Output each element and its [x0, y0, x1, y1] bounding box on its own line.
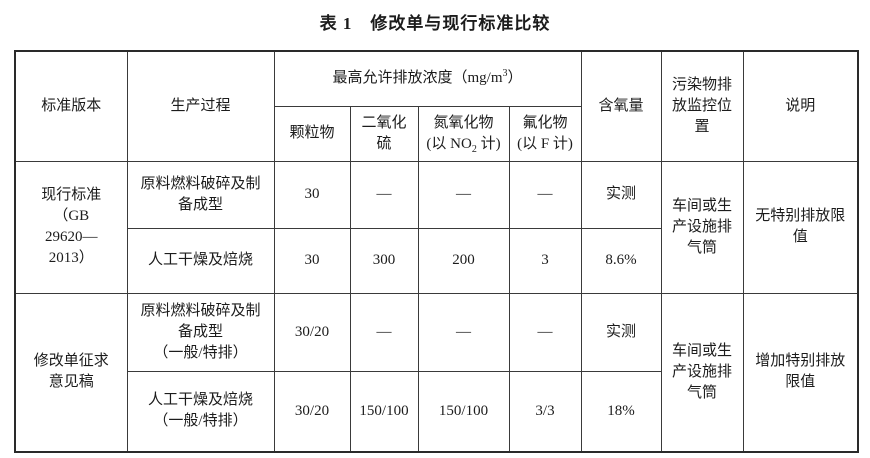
cell-standard-current: 现行标准 （GB 29620— 2013）: [14, 160, 128, 294]
cell-pm-value: 30: [273, 160, 351, 229]
header-production-process: 生产过程: [126, 50, 275, 162]
table-row: 人工干燥及焙烧 （一般/特排） 30/20 150/100 150/100 3/…: [15, 370, 858, 453]
cell-pm-value: 30/20: [273, 292, 351, 372]
cell-nox-value: —: [417, 160, 510, 229]
cell-monitoring-location: 车间或生 产设施排 气筒: [660, 292, 744, 453]
cell-process: 原料燃料破碎及制 备成型 （一般/特排）: [126, 292, 275, 372]
cell-oxygen-value: 18%: [580, 370, 662, 453]
cell-nox-value: 150/100: [417, 370, 510, 453]
fluoride-basis: (以 F 计): [517, 135, 573, 152]
cell-oxygen-value: 实测: [580, 292, 662, 372]
fluoride-name: 氟化物: [522, 114, 568, 131]
cell-pm-value: 30: [273, 227, 351, 294]
nox-basis-suffix: 计): [476, 135, 501, 152]
cell-oxygen-value: 实测: [580, 160, 662, 229]
header-nitrogen-oxides: 氮氧化物 (以 NO2 计): [417, 105, 510, 162]
cell-fluoride-value: 3: [508, 227, 582, 294]
max-concentration-suffix: ）: [507, 70, 523, 87]
header-remarks: 说明: [742, 50, 859, 162]
cell-fluoride-value: 3/3: [508, 370, 582, 453]
cell-fluoride-value: —: [508, 160, 582, 229]
header-oxygen-content: 含氧量: [580, 50, 662, 162]
header-max-emission-concentration: 最高允许排放浓度（mg/m3）: [273, 50, 582, 107]
comparison-table: 标准版本 生产过程 最高允许排放浓度（mg/m3） 含氧量 污染物排 放监控位 …: [14, 50, 860, 453]
max-concentration-text: 最高允许排放浓度（mg/m: [332, 70, 503, 87]
cell-process: 原料燃料破碎及制 备成型: [126, 160, 275, 229]
cell-so2-value: 300: [349, 227, 419, 294]
nox-basis-prefix: (以 NO: [426, 135, 472, 152]
cell-so2-value: 150/100: [349, 370, 419, 453]
max-concentration-superscript: 3: [502, 68, 508, 80]
cell-pm-value: 30/20: [273, 370, 351, 453]
table-row: 人工干燥及焙烧 30 300 200 3 8.6%: [15, 227, 858, 294]
cell-so2-value: —: [349, 160, 419, 229]
cell-process: 人工干燥及焙烧 （一般/特排）: [126, 370, 275, 453]
header-monitoring-location: 污染物排 放监控位 置: [660, 50, 744, 162]
header-particulate-matter: 颗粒物: [273, 105, 351, 162]
cell-fluoride-value: —: [508, 292, 582, 372]
cell-oxygen-value: 8.6%: [580, 227, 662, 294]
cell-standard-draft: 修改单征求 意见稿: [14, 292, 128, 453]
table-title: 表 1 修改单与现行标准比较: [319, 14, 551, 33]
header-sulfur-dioxide: 二氧化 硫: [349, 105, 419, 162]
cell-process: 人工干燥及焙烧: [126, 227, 275, 294]
cell-monitoring-location: 车间或生 产设施排 气筒: [660, 160, 744, 294]
table-container: 标准版本 生产过程 最高允许排放浓度（mg/m3） 含氧量 污染物排 放监控位 …: [14, 50, 860, 453]
cell-nox-value: —: [417, 292, 510, 372]
cell-remarks: 无特别排放限 值: [742, 160, 859, 294]
header-fluoride: 氟化物 (以 F 计): [508, 105, 582, 162]
cell-so2-value: —: [349, 292, 419, 372]
table-row: 现行标准 （GB 29620— 2013） 原料燃料破碎及制 备成型 30 — …: [14, 160, 859, 294]
nox-name: 氮氧化物: [433, 114, 494, 131]
table-row: 修改单征求 意见稿 原料燃料破碎及制 备成型 （一般/特排） 30/20 — —…: [14, 292, 859, 453]
header-standard-version: 标准版本: [14, 50, 128, 162]
nox-subscript: 2: [471, 143, 477, 155]
cell-nox-value: 200: [417, 227, 510, 294]
cell-remarks: 增加特别排放 限值: [742, 292, 859, 453]
